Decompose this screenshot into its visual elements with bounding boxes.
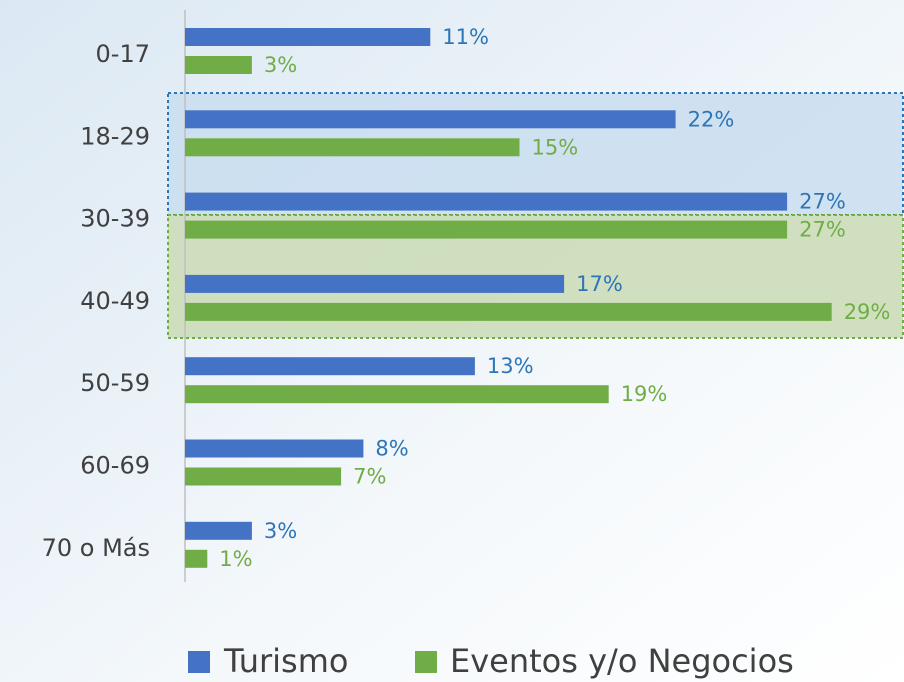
category-label: 40-49 bbox=[80, 287, 150, 315]
value-label: 19% bbox=[621, 382, 668, 406]
bar bbox=[185, 138, 520, 157]
category-label: 30-39 bbox=[80, 205, 150, 233]
bar bbox=[185, 439, 364, 458]
value-label: 15% bbox=[532, 135, 579, 159]
bar bbox=[185, 192, 788, 211]
bar bbox=[185, 220, 788, 239]
value-label: 29% bbox=[844, 300, 891, 324]
value-label: 3% bbox=[264, 53, 297, 77]
legend-swatch bbox=[415, 651, 437, 673]
legend-swatch bbox=[188, 651, 210, 673]
bar bbox=[185, 274, 565, 293]
plot: 0-17 11% 3% 18-29 22% 15% 30-39 27% 27% 40-49 17% 2… bbox=[42, 25, 891, 571]
value-label: 17% bbox=[576, 272, 623, 296]
category-label: 50-59 bbox=[80, 369, 150, 397]
value-label: 7% bbox=[353, 465, 386, 489]
legend-label: Turismo bbox=[223, 642, 348, 680]
value-label: 27% bbox=[799, 218, 846, 242]
category-label: 0-17 bbox=[96, 40, 150, 68]
bar bbox=[185, 467, 342, 486]
bar bbox=[185, 357, 475, 376]
value-label: 1% bbox=[219, 547, 252, 571]
value-label: 27% bbox=[799, 190, 846, 214]
value-label: 11% bbox=[442, 25, 489, 49]
value-label: 22% bbox=[688, 107, 735, 131]
value-label: 13% bbox=[487, 354, 534, 378]
bar bbox=[185, 302, 832, 321]
bar bbox=[185, 28, 431, 46]
value-label: 8% bbox=[375, 437, 408, 461]
bar bbox=[185, 521, 252, 540]
bar bbox=[185, 385, 609, 404]
category-label: 60-69 bbox=[80, 452, 150, 480]
bar bbox=[185, 110, 676, 129]
bar bbox=[185, 56, 252, 74]
category-label: 18-29 bbox=[80, 122, 150, 150]
category-label: 70 o Más bbox=[42, 534, 150, 562]
legend-label: Eventos y/o Negocios bbox=[450, 642, 794, 680]
value-label: 3% bbox=[264, 519, 297, 543]
bar bbox=[185, 549, 208, 568]
